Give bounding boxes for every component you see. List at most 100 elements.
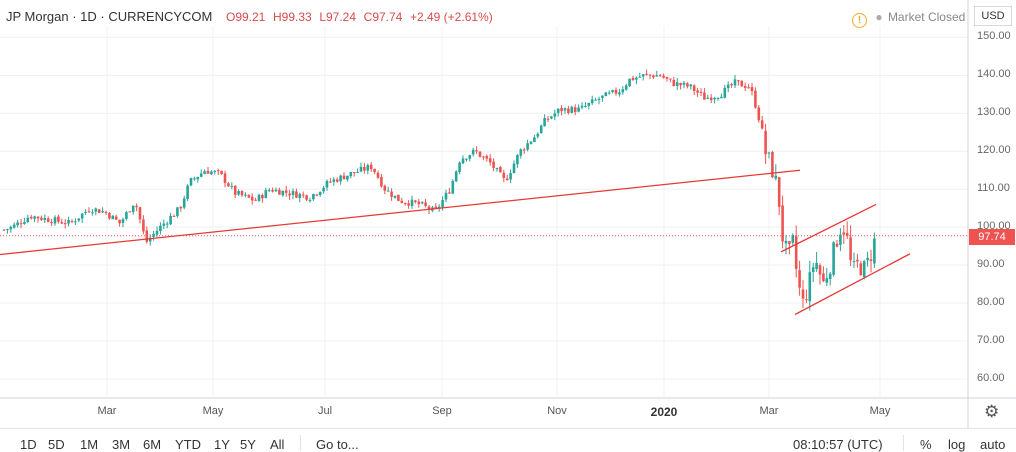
candle-body: [648, 74, 652, 76]
candle-body: [567, 108, 570, 113]
candle-body: [635, 77, 638, 80]
candle-body: [407, 203, 410, 206]
currency-button[interactable]: USD: [974, 6, 1012, 26]
range-button-5d[interactable]: 5D: [48, 437, 65, 452]
candle-body: [482, 156, 485, 158]
candle-body: [692, 85, 696, 92]
candle-body: [46, 218, 50, 222]
candle-body: [397, 194, 400, 201]
candle-body: [502, 172, 506, 179]
candle-body: [84, 211, 87, 213]
time-tick-label: Sep: [432, 405, 452, 417]
candle-body: [359, 166, 363, 172]
candle-body: [601, 95, 604, 98]
candle-body: [856, 259, 859, 262]
candle-body: [227, 183, 230, 187]
range-button-ytd[interactable]: YTD: [175, 437, 201, 452]
candle-body: [60, 222, 64, 224]
candle-body: [526, 143, 529, 150]
range-button-1m[interactable]: 1M: [80, 437, 99, 452]
candle-body: [801, 289, 805, 299]
candle-body: [488, 158, 492, 163]
candle-body: [40, 217, 43, 220]
candle-body: [774, 175, 778, 179]
clock-time[interactable]: 08:10:57 (UTC): [793, 437, 883, 452]
candle-body: [33, 216, 36, 219]
goto-button[interactable]: Go to...: [316, 437, 359, 452]
candle-body: [448, 192, 451, 194]
log-toggle[interactable]: log: [948, 437, 966, 452]
candle-body: [733, 79, 737, 86]
time-tick-label: May: [202, 405, 224, 417]
candle-body: [437, 206, 441, 209]
candle-body: [788, 241, 791, 244]
candle-body: [278, 189, 281, 195]
candle-body: [162, 223, 166, 226]
candle-body: [101, 211, 104, 213]
range-button-1y[interactable]: 1Y: [214, 437, 230, 452]
candle-body: [468, 155, 472, 159]
candle-body: [50, 222, 53, 224]
candle-body: [400, 200, 404, 203]
candle-body: [223, 173, 227, 184]
candle-body: [108, 213, 111, 219]
candle-body: [505, 178, 509, 181]
candle-body: [492, 161, 495, 168]
candle-body: [135, 205, 138, 208]
time-tick-label: Jul: [317, 405, 333, 417]
candle-body: [186, 185, 189, 200]
range-button-3m[interactable]: 3M: [112, 437, 131, 452]
candle-body: [356, 171, 359, 173]
candle-body: [118, 219, 121, 224]
price-tick-label: 80.00: [977, 296, 1005, 309]
range-button-1d[interactable]: 1D: [20, 437, 37, 452]
ohlc-open: O99.21: [225, 10, 266, 24]
candle-body: [291, 191, 295, 195]
candle-body: [213, 171, 217, 173]
candle-body: [2, 229, 6, 231]
candle-body: [281, 190, 285, 196]
time-tick-label: Nov: [547, 405, 567, 417]
price-tick-label: 110.00: [977, 182, 1010, 195]
candle-body: [159, 225, 162, 232]
candle-body: [822, 273, 825, 282]
gear-icon[interactable]: ⚙: [984, 402, 1000, 421]
candle-body: [679, 83, 682, 86]
toolbar-divider: [903, 435, 904, 451]
time-tick-label: Mar: [759, 405, 779, 417]
candle-body: [832, 242, 835, 275]
candle-body: [805, 299, 808, 301]
candle-body: [142, 219, 145, 232]
candle-body: [128, 211, 132, 213]
price-tick-label: 130.00: [977, 106, 1011, 119]
percent-toggle[interactable]: %: [920, 437, 932, 452]
candle-body: [516, 154, 519, 165]
candle-body: [798, 270, 801, 288]
candle-body: [509, 173, 512, 180]
auto-toggle[interactable]: auto: [980, 437, 1006, 452]
candle-body: [346, 175, 349, 180]
range-button-6m[interactable]: 6M: [143, 437, 162, 452]
market-status[interactable]: ! ● Market Closed: [852, 10, 965, 28]
status-dot-icon: ●: [875, 10, 883, 24]
price-tick-label: 150.00: [977, 30, 1011, 43]
range-button-all[interactable]: All: [270, 437, 285, 452]
candle-body: [403, 202, 407, 204]
candle-body: [80, 213, 84, 219]
candle-body: [536, 133, 540, 137]
candle-body: [607, 92, 611, 94]
candle-body: [631, 77, 635, 81]
candle-body: [862, 261, 866, 277]
candle-body: [301, 194, 305, 196]
candle-body: [12, 224, 16, 228]
candle-body: [658, 75, 662, 77]
candle-body: [737, 80, 740, 82]
range-button-5y[interactable]: 5Y: [240, 437, 256, 452]
candle-body: [771, 152, 774, 178]
candle-body: [686, 83, 689, 87]
candle-body: [471, 149, 475, 155]
candle-body: [553, 113, 557, 117]
candle-body: [573, 107, 577, 113]
ohlc-high: H99.33: [272, 10, 312, 24]
